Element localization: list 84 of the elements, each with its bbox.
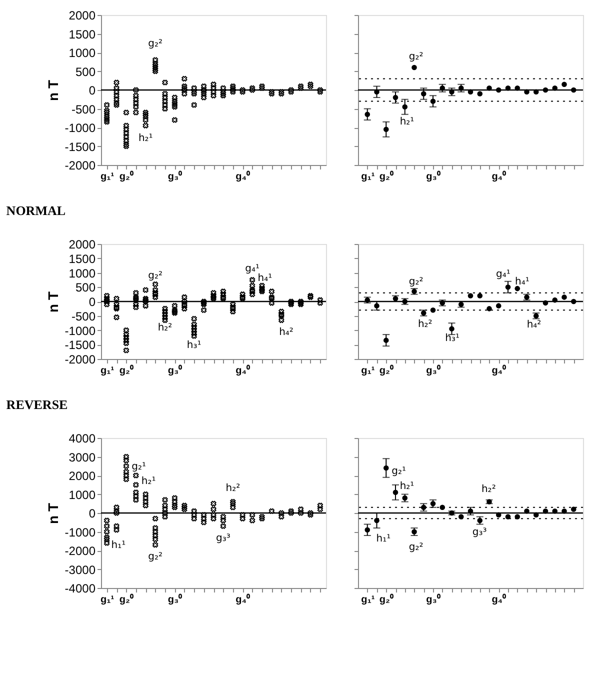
y-tick-label: 500 [75, 64, 96, 79]
x-tick-label: g₂⁰ [379, 364, 394, 376]
x-tick-label: g₂⁰ [119, 364, 134, 376]
y-tick-label: 4000 [68, 432, 96, 446]
annotation: h₂¹ [141, 476, 156, 487]
y-tick-label: 0 [88, 84, 96, 98]
x-tick-label: g₂⁰ [119, 170, 134, 182]
chart-title: REVERSE [6, 397, 68, 412]
y-axis-title: n T [44, 291, 61, 312]
annotation: g₂¹ [392, 466, 406, 477]
y-tick-label: 3000 [68, 450, 96, 464]
y-tick-label: 2000 [68, 238, 96, 252]
x-tick-label: g₁¹ [361, 172, 376, 182]
y-tick-label: 2000 [68, 469, 96, 483]
x-tick-label: g₁¹ [361, 594, 376, 606]
annotation: h₃¹ [186, 340, 202, 352]
y-tick-label: -2000 [64, 544, 96, 558]
y-tick-label: 1000 [68, 266, 96, 280]
x-tick-label: g₃⁰ [426, 364, 441, 376]
chart-title: NORMAL [6, 203, 66, 218]
x-tick-label: g₄⁰ [492, 364, 507, 376]
annotation: g₂¹ [132, 462, 146, 472]
x-tick-label: g₁¹ [100, 594, 115, 606]
y-tick-label: 1500 [68, 252, 96, 266]
y-tick-label: 2000 [68, 8, 96, 22]
y-tick-label: 0 [88, 295, 96, 309]
annotation: g₂² [408, 276, 424, 288]
y-tick-label: 1500 [68, 27, 96, 42]
x-tick-label: g₃⁰ [168, 170, 183, 182]
annotation: h₄¹ [258, 273, 272, 284]
y-tick-label: -1500 [64, 338, 96, 352]
annotation: h₄² [279, 327, 294, 338]
y-tick-label: -2000 [64, 352, 96, 366]
x-tick-label: g₁¹ [361, 366, 376, 376]
annotation: g₂² [148, 552, 162, 562]
x-tick-label: g₄⁰ [236, 170, 251, 182]
y-tick-label: 1000 [68, 46, 96, 60]
y-tick-label: 1000 [68, 488, 96, 502]
y-tick-label: -500 [71, 102, 96, 116]
annotation: g₃³ [216, 532, 230, 544]
x-tick-label: g₁¹ [100, 366, 115, 376]
y-tick-label: 0 [88, 506, 96, 520]
x-tick-label: g₂⁰ [379, 594, 394, 606]
y-tick-label: 500 [75, 280, 96, 295]
x-tick-label: g₃⁰ [168, 364, 183, 376]
x-tick-label: g₁¹ [100, 172, 115, 182]
y-tick-label: -1500 [64, 140, 96, 154]
y-tick-label: -4000 [64, 582, 96, 596]
x-tick-label: g₄⁰ [236, 594, 251, 606]
annotation: h₂¹ [400, 480, 414, 492]
annotation: g₂² [408, 51, 424, 62]
x-tick-label: g₃⁰ [168, 594, 183, 606]
y-axis-title: n T [44, 502, 61, 524]
annotation: g₂² [408, 542, 424, 554]
annotation: h₃¹ [445, 333, 460, 344]
annotation: h₁¹ [111, 540, 126, 551]
annotation: h₄² [526, 320, 542, 330]
annotation: h₂¹ [138, 133, 153, 144]
y-tick-label: -1000 [64, 121, 96, 135]
annotation: h₂² [226, 482, 240, 494]
annotation: h₂² [418, 318, 432, 330]
y-tick-label: -3000 [64, 562, 96, 577]
x-tick-label: g₃⁰ [426, 170, 441, 182]
annotation: g₄¹ [496, 268, 510, 280]
x-tick-label: g₄⁰ [492, 594, 507, 606]
annotation: h₄¹ [515, 276, 530, 288]
x-tick-label: g₃⁰ [426, 594, 441, 606]
annotation: h₂¹ [400, 116, 414, 128]
annotation: h₂² [158, 322, 172, 334]
y-axis-title: n T [44, 80, 61, 101]
y-tick-label: -500 [71, 309, 96, 324]
x-tick-label: g₂⁰ [379, 170, 394, 182]
x-tick-label: g₂⁰ [119, 594, 134, 606]
y-tick-label: -2000 [64, 158, 96, 172]
annotation: h₁¹ [376, 533, 391, 544]
annotation: h₂² [481, 484, 496, 496]
annotation: g₄¹ [245, 264, 260, 275]
annotation: g₃³ [472, 526, 487, 538]
annotation: g₂² [148, 270, 162, 282]
annotation: g₂² [148, 38, 162, 50]
x-tick-label: g₄⁰ [492, 170, 507, 182]
x-tick-label: g₄⁰ [236, 364, 251, 376]
y-tick-label: -1000 [64, 525, 96, 540]
y-tick-label: -1000 [64, 324, 96, 338]
